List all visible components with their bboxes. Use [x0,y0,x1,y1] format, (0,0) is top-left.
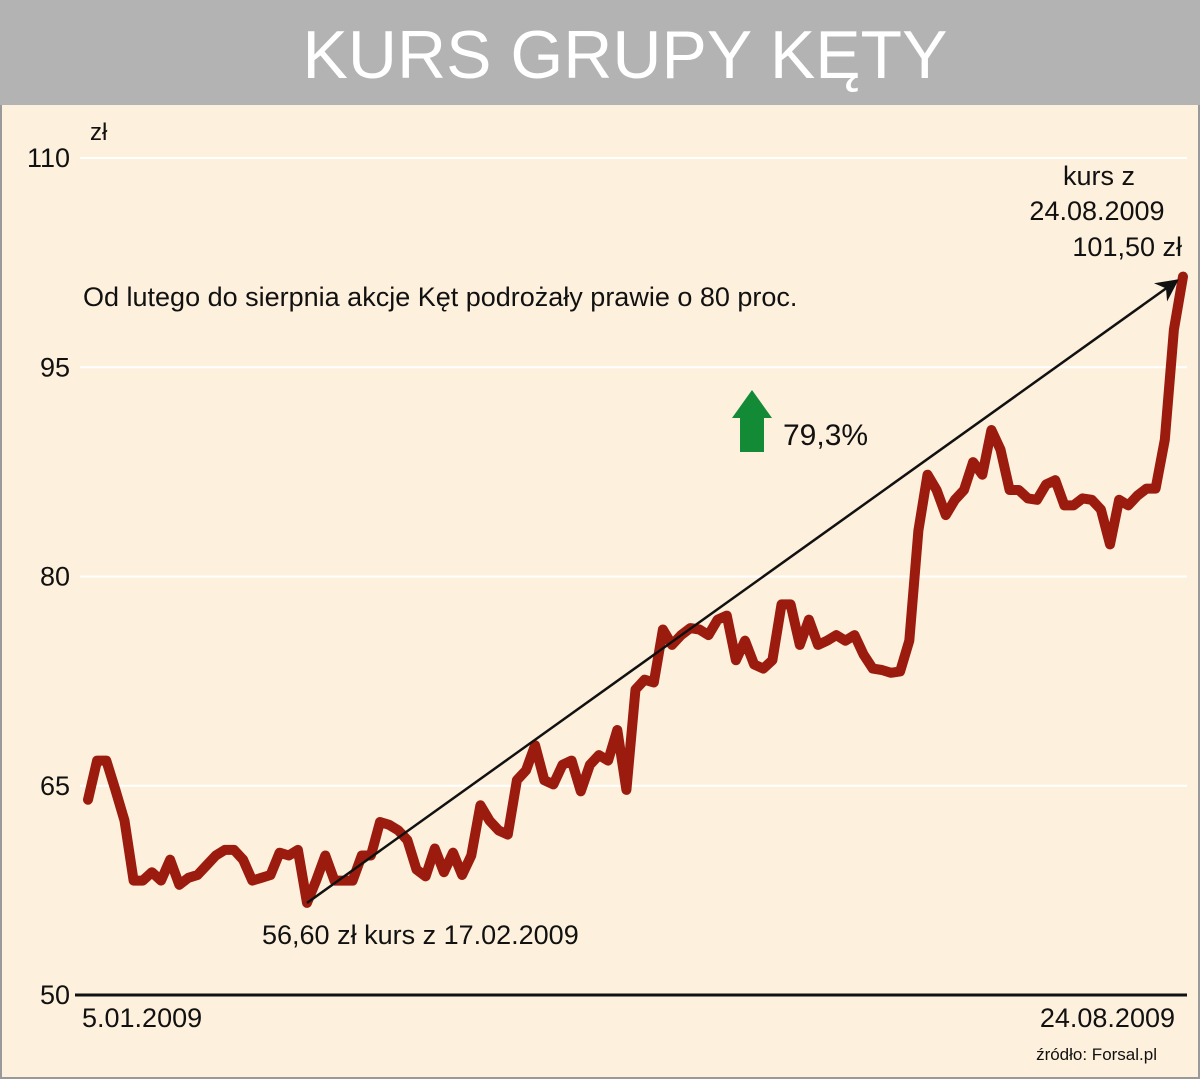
price-line [83,271,1188,908]
source: źródło: Forsal.pl [1036,1045,1157,1064]
start-label: 56,60 zł kurs z 17.02.2009 [262,920,579,950]
y-tick-label: 65 [40,771,70,801]
y-tick-label: 95 [40,352,70,382]
subtitle: Od lutego do sierpnia akcje Kęt podrożał… [83,282,797,312]
x-tick-label: 24.08.2009 [1040,1003,1175,1033]
y-tick-label: 80 [40,562,70,592]
y-tick-label: 110 [27,143,70,173]
change-label: 79,3% [783,419,868,452]
end-label: kurs z [1063,161,1135,191]
y-axis-label: zł [90,119,108,146]
end-label: 24.08.2009 [1029,196,1164,226]
trend-arrow [306,279,1179,904]
end-label: 101,50 zł [1072,232,1182,262]
y-tick-label: 50 [40,980,70,1010]
chart-title: KURS GRUPY KĘTY [303,17,948,93]
title-bar [0,0,1200,105]
x-tick-label: 5.01.2009 [82,1003,202,1033]
up-arrow-icon [732,390,772,452]
